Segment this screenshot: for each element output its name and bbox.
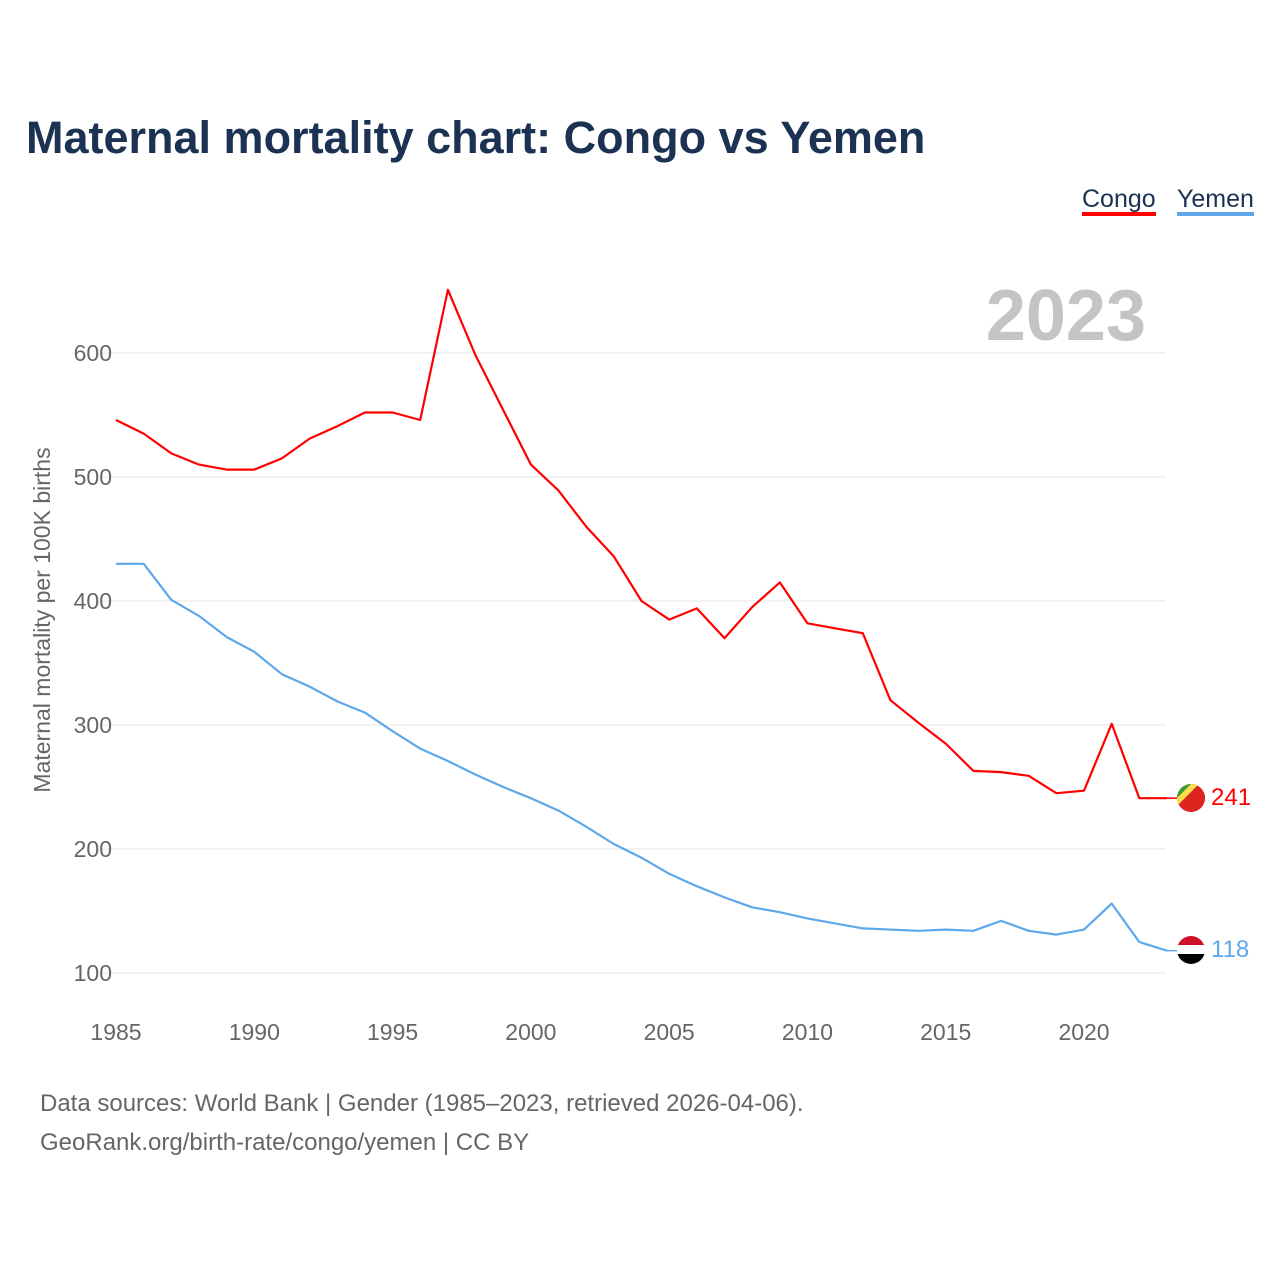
x-tick-1985: 1985 [90, 1019, 141, 1045]
legend-label-congo: Congo [1082, 185, 1156, 213]
x-tick-2000: 2000 [505, 1019, 556, 1045]
x-tick-2020: 2020 [1058, 1019, 1109, 1045]
gridlines [100, 352, 1166, 974]
y-tick-400: 400 [74, 588, 112, 614]
series-line-congo [115, 288, 1167, 800]
x-tick-2015: 2015 [920, 1019, 971, 1045]
y-tick-100: 100 [74, 960, 112, 986]
x-tick-1995: 1995 [367, 1019, 418, 1045]
y-tick-200: 200 [74, 836, 112, 862]
legend-item-yemen[interactable]: Yemen [1177, 185, 1254, 216]
footer-source: Data sources: World Bank | Gender (1985–… [40, 1090, 804, 1117]
y-tick-500: 500 [74, 464, 112, 490]
year-watermark: 2023 [986, 276, 1146, 356]
legend-label-yemen: Yemen [1177, 185, 1254, 213]
yemen-flag-icon [1177, 936, 1205, 964]
y-tick-300: 300 [74, 712, 112, 738]
x-tick-1990: 1990 [229, 1019, 280, 1045]
y-tick-labels: 100 200 300 400 500 600 [74, 340, 112, 986]
series-lines [115, 288, 1180, 952]
legend-swatch-yemen [1177, 212, 1254, 216]
y-tick-600: 600 [74, 340, 112, 366]
congo-end-label: 241 [1211, 784, 1251, 811]
chart-title: Maternal mortality chart: Congo vs Yemen [26, 112, 925, 163]
legend-item-congo[interactable]: Congo [1082, 185, 1156, 216]
legend: Congo Yemen [1082, 185, 1254, 216]
legend-swatch-congo [1082, 212, 1156, 216]
congo-flag-icon [1177, 784, 1205, 812]
x-tick-2005: 2005 [644, 1019, 695, 1045]
x-tick-labels: 1985 1990 1995 2000 2005 2010 2015 2020 [90, 1019, 1109, 1045]
y-axis-label: Maternal mortality per 100K births [29, 447, 55, 792]
x-tick-2010: 2010 [782, 1019, 833, 1045]
series-line-yemen [116, 562, 1168, 952]
footer-link[interactable]: GeoRank.org/birth-rate/congo/yemen | CC … [40, 1129, 529, 1156]
yemen-end-label: 118 [1211, 936, 1249, 963]
